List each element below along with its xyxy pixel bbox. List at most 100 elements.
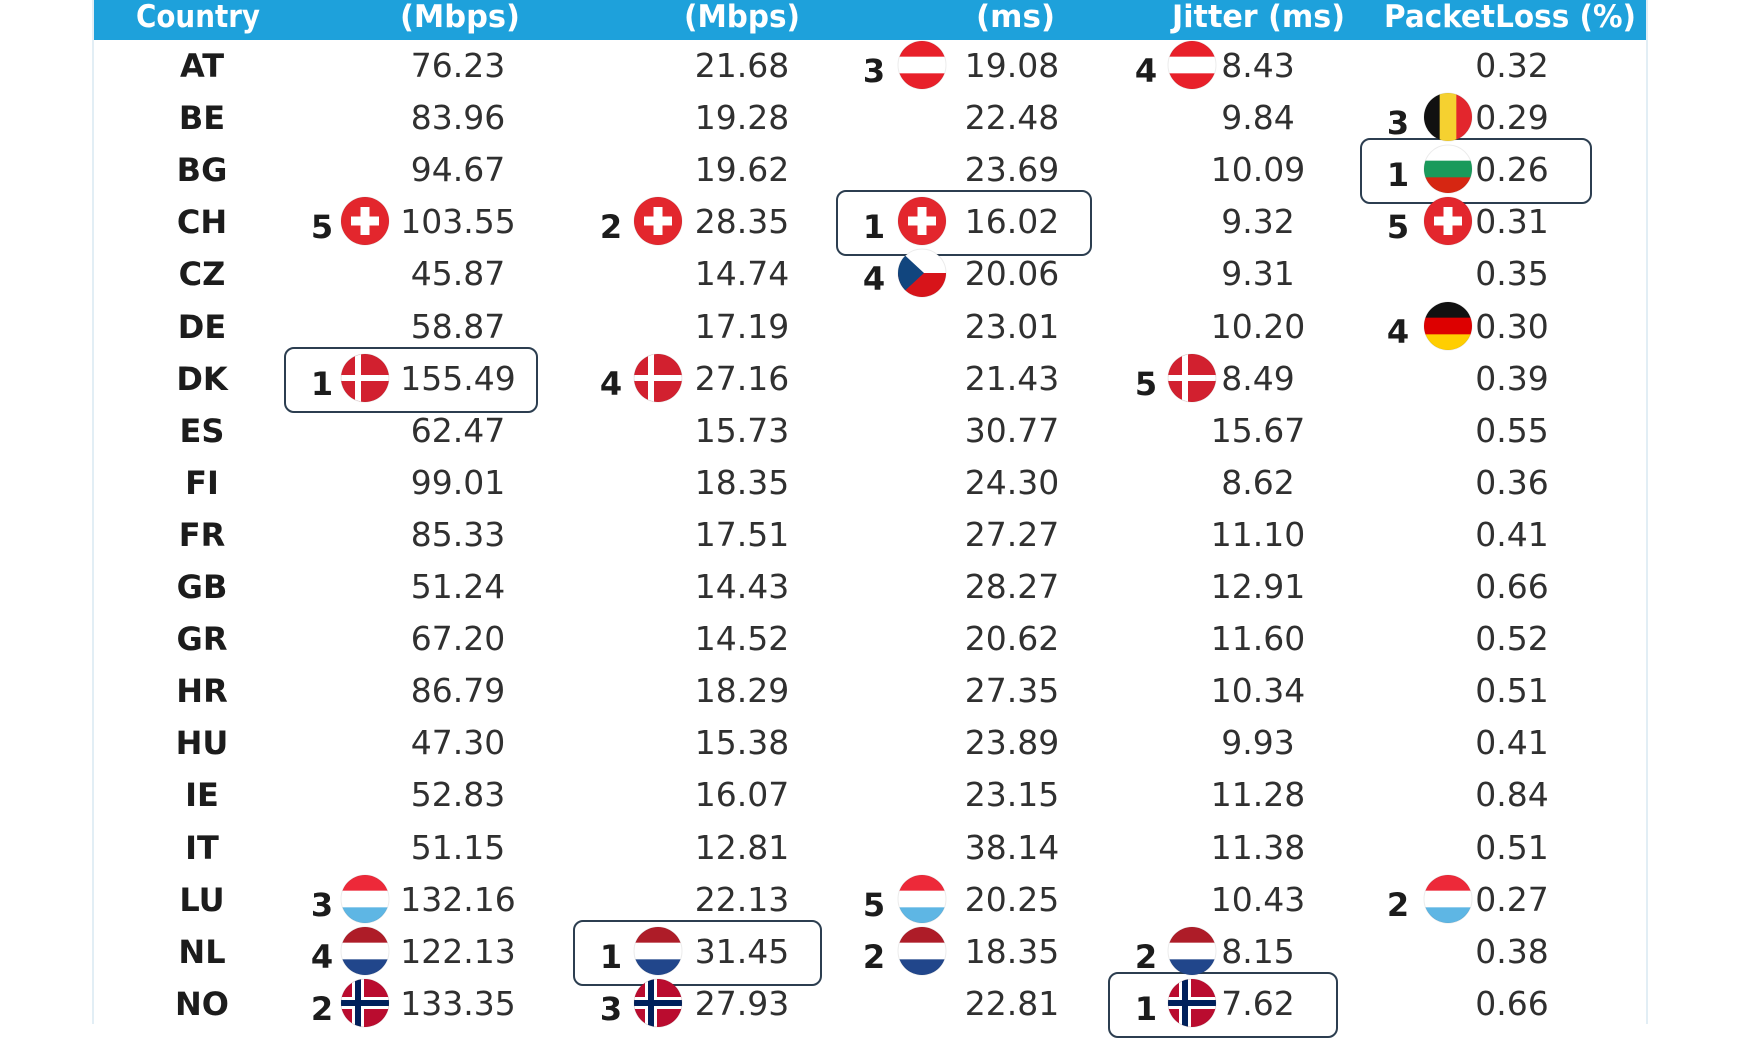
metric-value: 0.84 [1475,775,1549,815]
metric-value: 67.20 [410,619,506,659]
country-code: HR [176,672,228,711]
metric-value: 18.35 [694,462,790,502]
rank-label: 4 [862,260,886,299]
metric-value: 8.43 [1221,46,1295,86]
flag-no-icon [1167,978,1217,1028]
metric-value: 9.93 [1221,723,1295,763]
rank-label: 2 [1134,937,1158,976]
top-rank-highlight [284,346,538,413]
metric-value: 19.08 [964,46,1060,86]
metric-value: 11.28 [1210,775,1306,815]
metric-value: 28.27 [964,567,1060,607]
metric-value: 0.31 [1475,202,1549,242]
rank-label: 3 [862,52,886,91]
flag-ch-icon [340,196,390,246]
metric-value: 83.96 [410,98,506,138]
metric-value: 23.89 [964,723,1060,763]
metric-value: 22.81 [964,983,1060,1023]
metric-value: 21.43 [964,358,1060,398]
metric-value: 11.38 [1210,827,1306,867]
rank-label: 1 [862,208,886,247]
metric-value: 27.16 [694,358,790,398]
flag-nl-icon [897,926,947,976]
metric-value: 51.24 [410,567,506,607]
metric-value: 31.45 [694,931,790,971]
metric-value: 22.13 [694,879,790,919]
metric-value: 30.77 [964,410,1060,450]
country-code: BG [176,151,228,190]
country-code: DK [176,359,228,398]
metric-value: 122.13 [400,931,516,971]
column-header: Country [136,0,260,35]
country-code: IT [185,828,219,867]
metric-value: 8.15 [1221,931,1295,971]
metric-value: 0.27 [1475,879,1549,919]
metric-value: 0.66 [1475,983,1549,1023]
metric-value: 15.73 [694,410,790,450]
flag-dk-icon [340,353,390,403]
column-header: PacketLoss (%) [1384,0,1636,35]
flag-de-icon [1423,301,1473,351]
metric-value: 0.51 [1475,671,1549,711]
metric-value: 15.67 [1210,410,1306,450]
metric-value: 28.35 [694,202,790,242]
flag-nl-icon [1167,926,1217,976]
metric-value: 12.81 [694,827,790,867]
metric-value: 47.30 [410,723,506,763]
metric-value: 0.41 [1475,514,1549,554]
metric-value: 16.07 [694,775,790,815]
metric-value: 12.91 [1210,567,1306,607]
metric-value: 0.36 [1475,462,1549,502]
flag-ch-icon [897,196,947,246]
country-code: DE [177,307,227,346]
rank-label: 2 [310,989,334,1028]
metric-value: 99.01 [410,462,506,502]
metric-value: 14.74 [694,254,790,294]
metric-value: 19.62 [694,150,790,190]
metric-value: 45.87 [410,254,506,294]
metric-value: 10.34 [1210,671,1306,711]
rank-label: 3 [1386,104,1410,143]
rank-label: 5 [310,208,334,247]
country-code: CZ [178,255,226,294]
metric-value: 94.67 [410,150,506,190]
top-rank-highlight [836,190,1092,257]
flag-ch-icon [633,196,683,246]
metric-value: 0.55 [1475,410,1549,450]
country-code: GB [176,568,228,607]
metric-value: 8.49 [1221,358,1295,398]
metric-value: 22.48 [964,98,1060,138]
metric-value: 51.15 [410,827,506,867]
rank-label: 1 [1134,989,1158,1028]
header-bar [92,0,1648,40]
metric-value: 27.35 [964,671,1060,711]
rank-label: 5 [1386,208,1410,247]
flag-nl-icon [340,926,390,976]
metric-value: 103.55 [400,202,516,242]
metric-value: 18.35 [964,931,1060,971]
rank-label: 1 [1386,156,1410,195]
flag-lu-icon [1423,874,1473,924]
flag-ch-icon [1423,196,1473,246]
rank-label: 2 [599,208,623,247]
country-code: HU [175,724,229,763]
flag-cz-icon [897,248,947,298]
metric-value: 0.32 [1475,46,1549,86]
metric-value: 38.14 [964,827,1060,867]
metric-value: 16.02 [964,202,1060,242]
country-code: FR [178,515,226,554]
top-rank-highlight [573,919,822,986]
country-code: LU [179,880,225,919]
column-header: Jitter (ms) [1172,0,1345,35]
metric-value: 20.25 [964,879,1060,919]
rank-label: 2 [1386,885,1410,924]
metric-value: 62.47 [410,410,506,450]
metric-value: 155.49 [400,358,516,398]
flag-no-icon [340,978,390,1028]
flag-lu-icon [340,874,390,924]
metric-value: 52.83 [410,775,506,815]
metric-value: 0.38 [1475,931,1549,971]
metric-value: 18.29 [694,671,790,711]
metric-value: 27.93 [694,983,790,1023]
metric-value: 76.23 [410,46,506,86]
